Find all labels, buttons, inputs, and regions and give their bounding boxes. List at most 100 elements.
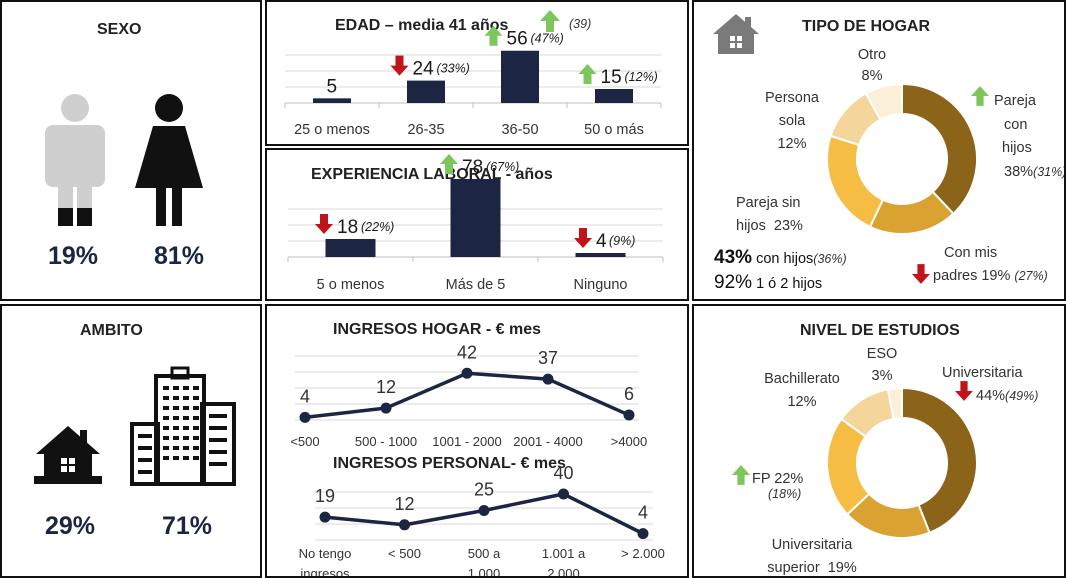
bar-3 [595,89,633,103]
label-pct: superior 19% [767,560,857,576]
data-point-0 [299,411,311,423]
category-label: 500 a 1.000 [468,546,501,578]
value-label: 56 [507,29,528,50]
data-label: 37 [538,348,558,368]
male-percentage: 19% [48,242,99,270]
bar-2 [575,253,626,257]
data-point-4 [623,409,635,421]
previous-value-label: (9%) [609,234,635,248]
label-text: Pareja sin [736,195,801,211]
panel-title: EDAD – media 41 años [335,17,509,34]
slice-4 [886,386,903,420]
title-previous-value: (39) [569,17,592,31]
buildings-icon [130,366,236,486]
value-label: 24 [413,59,435,80]
home-icon [713,14,759,54]
female-percentage: 81% [154,242,205,270]
label-text: ESO [866,346,898,362]
summary-text: con hijos [756,251,814,267]
tipo-hogar-donut [826,82,978,235]
value-label: 5 [327,76,338,97]
label-text: Con mis [944,245,998,261]
data-label: 4 [638,503,648,523]
rural-percentage: 29% [45,512,96,540]
label-text: Universitaria [771,537,853,553]
category-label: 50 o más [584,122,644,138]
arrow-down-icon [390,55,409,76]
previous-value-label: (67%) [486,160,519,174]
value-label: 4 [596,231,607,252]
nivel-estudios-donut [826,386,978,539]
category-label: Ninguno [573,277,627,293]
category-label: No tengo ingresos [299,546,352,578]
label-fp: FP 22% (18%) [752,472,803,502]
label-pct: 3% [871,368,893,384]
panel-edad: EDAD – media 41 años (39) 25 o menos 5 26-… [265,0,689,146]
summary-hijos: 92% 1 ó 2 hijos [714,272,822,294]
summary-previous: (36%) [813,252,847,266]
data-point-4 [637,528,649,540]
value-label: 78 [462,157,483,178]
summary2-text: 1 ó 2 hijos [756,276,823,292]
previous-value-label: (33%) [437,62,470,76]
category-label: 2001 - 4000 [513,434,582,449]
previous-value-label: (22%) [361,220,394,234]
data-label: 42 [457,342,477,362]
panel-experiencia: EXPERIENCIA LABORAL - años 5 o menos 18 (2… [265,148,689,301]
label-previous: (31%) [1033,164,1066,179]
label-text: sola [778,113,806,129]
label-pct: 38% [1004,163,1034,180]
label-pct: 8% [861,68,883,84]
label-pct: 12% [787,394,817,410]
data-label: 4 [300,386,310,406]
value-label: 18 [337,217,358,238]
arrow-up-icon [578,64,597,84]
label-text: Otro [857,47,887,63]
panel-title: SEXO [97,21,142,38]
category-label: 36-50 [501,122,538,138]
label-previous: (27%) [1014,269,1048,283]
edad-bar-chart: 25 o menos 5 26-35 24 (33%) 36-50 56 (47%) 50 o … [284,25,662,138]
bar-1 [407,80,445,103]
experiencia-bar-chart: 5 o menos 18 (22%) Más de 5 78 (67%) Ninguno 4(… [287,154,664,293]
label-eso: ESO 3% [860,343,904,387]
data-point-2 [461,367,473,379]
slice-0 [901,82,978,216]
category-label: Más de 5 [446,277,506,293]
label-text: Persona [764,90,819,106]
bar-1 [450,179,501,257]
panel-title: EXPERIENCIA LABORAL - años [311,166,553,183]
label-universitaria-superior: Universitaria superior 19% [754,534,870,576]
data-point-0 [319,511,331,523]
panel-nivel-estudios: NIVEL DE ESTUDIOS ESO 3% Bachillerato 12… [692,304,1066,578]
slice-4 [864,82,903,121]
category-label: 25 o menos [294,122,370,138]
data-point-2 [478,505,490,516]
category-label: >4000 [611,434,648,449]
category-label: 1001 - 2000 [432,434,501,449]
label-pct: FP 22% [752,471,804,487]
ingresos-personal-title: INGRESOS PERSONAL- € mes [333,455,566,472]
series-line [304,371,630,420]
arrow-down-icon [912,264,930,284]
arrow-up-icon [484,25,503,46]
panel-title: AMBITO [80,322,143,339]
category-label: > 2.000 [621,546,665,561]
data-label: 40 [553,463,573,483]
category-label: 5 o menos [317,277,385,293]
category-label: 500 - 1000 [355,434,417,449]
bar-0 [325,239,376,257]
label-universitaria: Universitaria 44%(49%) [942,362,1038,408]
arrow-down-icon [574,228,592,248]
data-label: 12 [394,494,414,514]
label-bachillerato: Bachillerato 12% [752,368,852,414]
label-otro: Otro 8% [850,45,894,87]
label-con-mis-padres: Con mis padres 19% (27%) [911,242,1048,288]
panel-ingresos: INGRESOS HOGAR - € mes INGRESOS PERSONAL… [265,304,689,578]
label-pareja-con-hijos: Pareja con hijos 38%(31%) [994,90,1066,184]
category-label: < 500 [388,546,421,561]
urban-percentage: 71% [162,512,213,540]
label-text: Bachillerato [764,371,840,387]
previous-value-label: (47%) [531,32,564,46]
label-pareja-sin-hijos: Pareja sin hijos 23% [736,192,803,238]
